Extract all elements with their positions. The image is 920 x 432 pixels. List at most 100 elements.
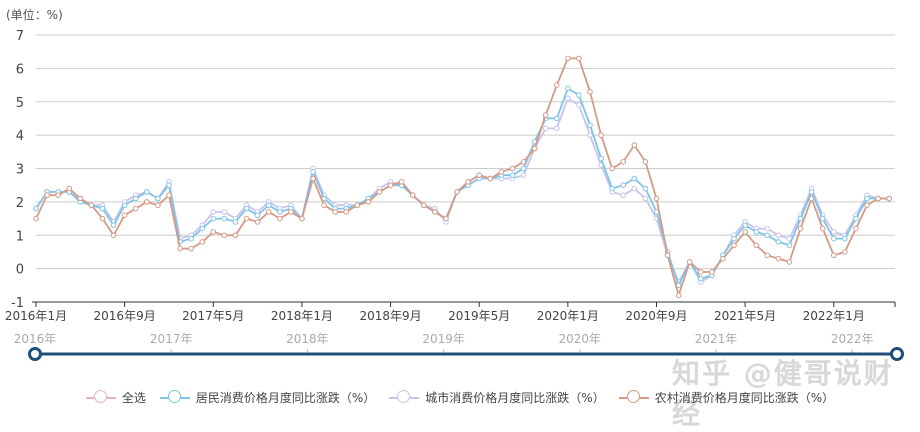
data-point[interactable]: [653, 195, 660, 202]
slider-start-handle[interactable]: [28, 347, 42, 361]
data-point[interactable]: [753, 229, 760, 235]
data-point[interactable]: [620, 159, 627, 165]
data-point[interactable]: [110, 222, 117, 229]
legend-item-urban[interactable]: 城市消费价格月度同比涨跌（%）: [389, 389, 605, 406]
data-point[interactable]: [553, 125, 560, 132]
data-point[interactable]: [819, 225, 826, 232]
data-point[interactable]: [775, 239, 782, 245]
data-point[interactable]: [121, 202, 128, 209]
data-point[interactable]: [221, 209, 228, 215]
data-point[interactable]: [221, 232, 228, 239]
data-point[interactable]: [276, 215, 283, 222]
data-point[interactable]: [33, 215, 39, 222]
data-point[interactable]: [221, 215, 228, 222]
data-point[interactable]: [210, 229, 217, 235]
data-point[interactable]: [808, 195, 815, 202]
data-point[interactable]: [853, 215, 859, 222]
data-point[interactable]: [199, 239, 205, 245]
data-point[interactable]: [33, 205, 39, 212]
data-point[interactable]: [99, 215, 106, 222]
data-point[interactable]: [786, 259, 793, 265]
data-point[interactable]: [310, 175, 316, 182]
data-point[interactable]: [188, 235, 194, 242]
data-point[interactable]: [842, 249, 848, 255]
data-point[interactable]: [886, 195, 892, 202]
data-point[interactable]: [66, 185, 73, 192]
data-point[interactable]: [520, 159, 527, 165]
data-point[interactable]: [631, 185, 638, 192]
data-point[interactable]: [288, 209, 294, 215]
data-point[interactable]: [243, 205, 250, 212]
data-point[interactable]: [576, 92, 582, 98]
data-point[interactable]: [432, 209, 438, 215]
data-point[interactable]: [598, 155, 604, 162]
data-point[interactable]: [609, 165, 615, 172]
data-point[interactable]: [542, 112, 549, 118]
time-slider[interactable]: 2016年 2017年 2018年 2019年 2020年 2021年 2022年: [14, 332, 904, 361]
data-point[interactable]: [265, 209, 272, 215]
data-point[interactable]: [409, 192, 416, 198]
data-point[interactable]: [210, 215, 217, 222]
data-point[interactable]: [188, 245, 194, 252]
data-point[interactable]: [565, 55, 571, 62]
data-point[interactable]: [144, 189, 150, 195]
data-point[interactable]: [520, 172, 527, 178]
data-point[interactable]: [243, 215, 250, 222]
data-point[interactable]: [387, 182, 394, 188]
data-point[interactable]: [254, 219, 261, 225]
data-point[interactable]: [797, 225, 804, 232]
data-point[interactable]: [731, 235, 737, 242]
data-point[interactable]: [421, 202, 427, 209]
data-point[interactable]: [853, 225, 859, 232]
data-point[interactable]: [166, 182, 172, 188]
data-point[interactable]: [509, 165, 516, 172]
data-point[interactable]: [232, 219, 239, 225]
data-point[interactable]: [819, 215, 826, 222]
slider-end-handle[interactable]: [890, 347, 904, 361]
data-point[interactable]: [664, 252, 671, 259]
data-point[interactable]: [166, 192, 172, 198]
data-point[interactable]: [753, 242, 760, 249]
data-point[interactable]: [199, 225, 205, 232]
data-point[interactable]: [155, 195, 161, 202]
data-point[interactable]: [498, 169, 505, 175]
data-point[interactable]: [354, 202, 361, 209]
data-point[interactable]: [332, 209, 338, 215]
data-point[interactable]: [631, 175, 638, 182]
data-point[interactable]: [698, 269, 704, 275]
data-point[interactable]: [155, 202, 161, 209]
data-point[interactable]: [675, 292, 682, 299]
data-point[interactable]: [265, 202, 272, 209]
data-point[interactable]: [144, 199, 150, 205]
data-point[interactable]: [177, 245, 183, 252]
data-point[interactable]: [110, 232, 117, 239]
data-point[interactable]: [686, 259, 693, 265]
data-point[interactable]: [609, 185, 615, 192]
data-point[interactable]: [531, 145, 538, 152]
data-point[interactable]: [565, 85, 571, 92]
data-point[interactable]: [321, 202, 327, 209]
data-point[interactable]: [864, 202, 870, 209]
data-point[interactable]: [742, 222, 748, 229]
data-point[interactable]: [465, 179, 471, 185]
data-point[interactable]: [631, 142, 638, 148]
data-point[interactable]: [731, 242, 737, 249]
data-point[interactable]: [310, 169, 316, 175]
data-point[interactable]: [808, 189, 815, 195]
data-point[interactable]: [742, 229, 748, 235]
legend-item-rural[interactable]: 农村消费价格月度同比涨跌（%）: [618, 389, 834, 406]
data-point[interactable]: [797, 215, 804, 222]
data-point[interactable]: [764, 232, 771, 239]
data-point[interactable]: [443, 215, 449, 222]
data-point[interactable]: [587, 88, 593, 95]
data-point[interactable]: [299, 215, 305, 222]
data-point[interactable]: [720, 255, 726, 262]
data-point[interactable]: [830, 235, 837, 242]
data-point[interactable]: [620, 182, 627, 188]
data-point[interactable]: [487, 175, 494, 182]
data-point[interactable]: [587, 122, 593, 128]
data-point[interactable]: [553, 115, 560, 122]
data-point[interactable]: [476, 172, 483, 178]
data-point[interactable]: [454, 189, 460, 195]
data-point[interactable]: [875, 195, 881, 202]
